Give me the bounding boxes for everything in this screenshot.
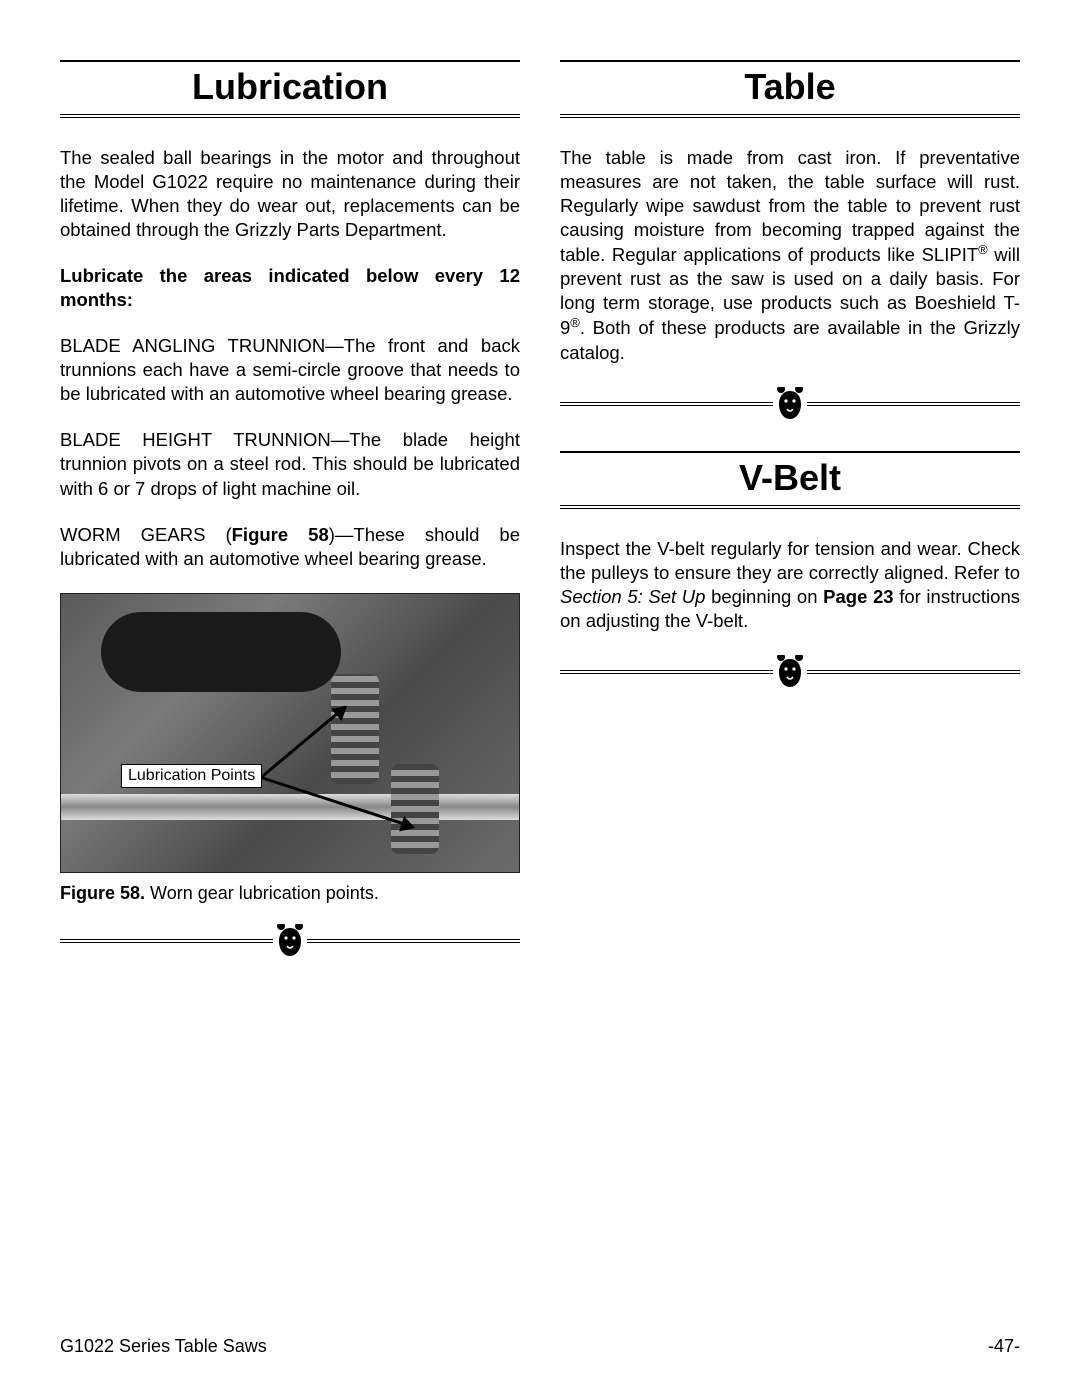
lubrication-heading: Lubrication bbox=[60, 60, 520, 118]
figure-caption-bold: Figure 58. bbox=[60, 883, 145, 903]
vbelt-heading: V-Belt bbox=[560, 451, 1020, 509]
divider-line bbox=[307, 939, 520, 943]
vbelt-text-b: beginning on bbox=[705, 586, 823, 607]
figure-machined-slot bbox=[101, 612, 341, 692]
vbelt-page-ref: Page 23 bbox=[823, 586, 893, 607]
table-body-text: The table is made from cast iron. If pre… bbox=[560, 146, 1020, 365]
registered-mark: ® bbox=[978, 242, 988, 257]
bear-icon bbox=[775, 387, 805, 421]
table-text-a: The table is made from cast iron. If pre… bbox=[560, 147, 1020, 265]
divider-line bbox=[560, 402, 773, 406]
blade-angling-trunnion-text: BLADE ANGLING TRUNNION—The front and bac… bbox=[60, 334, 520, 406]
vbelt-text-a: Inspect the V-belt regularly for tension… bbox=[560, 538, 1020, 583]
bear-icon bbox=[775, 655, 805, 689]
divider-line bbox=[560, 670, 773, 674]
table-text-c: . Both of these products are available i… bbox=[560, 318, 1020, 363]
registered-mark: ® bbox=[570, 315, 580, 330]
figure-worm-gear-1 bbox=[331, 674, 379, 784]
worm-gears-text: WORM GEARS (Figure 58)—These should be l… bbox=[60, 523, 520, 571]
lubrication-intro: The sealed ball bearings in the motor an… bbox=[60, 146, 520, 242]
table-heading: Table bbox=[560, 60, 1020, 118]
figure-callout-label: Lubrication Points bbox=[121, 764, 262, 788]
figure-worm-gear-2 bbox=[391, 764, 439, 854]
page-footer: G1022 Series Table Saws -47- bbox=[60, 1336, 1020, 1357]
bear-icon bbox=[275, 924, 305, 958]
section-divider-left bbox=[60, 924, 520, 958]
footer-left: G1022 Series Table Saws bbox=[60, 1336, 267, 1357]
vbelt-body-text: Inspect the V-belt regularly for tension… bbox=[560, 537, 1020, 633]
figure-steel-rod bbox=[61, 794, 519, 820]
left-column: Lubrication The sealed ball bearings in … bbox=[60, 60, 520, 988]
section-divider-vbelt bbox=[560, 655, 1020, 689]
vbelt-section-ref: Section 5: Set Up bbox=[560, 586, 705, 607]
figure-58-caption: Figure 58. Worn gear lubrication points. bbox=[60, 883, 520, 904]
right-column: Table The table is made from cast iron. … bbox=[560, 60, 1020, 988]
section-divider-table bbox=[560, 387, 1020, 421]
divider-line bbox=[807, 670, 1020, 674]
blade-height-trunnion-text: BLADE HEIGHT TRUNNION—The blade height t… bbox=[60, 428, 520, 500]
footer-page-number: -47- bbox=[988, 1336, 1020, 1357]
divider-line bbox=[60, 939, 273, 943]
worm-gears-figure-ref: Figure 58 bbox=[232, 524, 329, 545]
figure-58-image: Lubrication Points bbox=[60, 593, 520, 873]
lubrication-instruction-bold: Lubricate the areas indicated below ever… bbox=[60, 264, 520, 312]
figure-caption-text: Worn gear lubrication points. bbox=[145, 883, 379, 903]
worm-gears-text-a: WORM GEARS ( bbox=[60, 524, 232, 545]
divider-line bbox=[807, 402, 1020, 406]
